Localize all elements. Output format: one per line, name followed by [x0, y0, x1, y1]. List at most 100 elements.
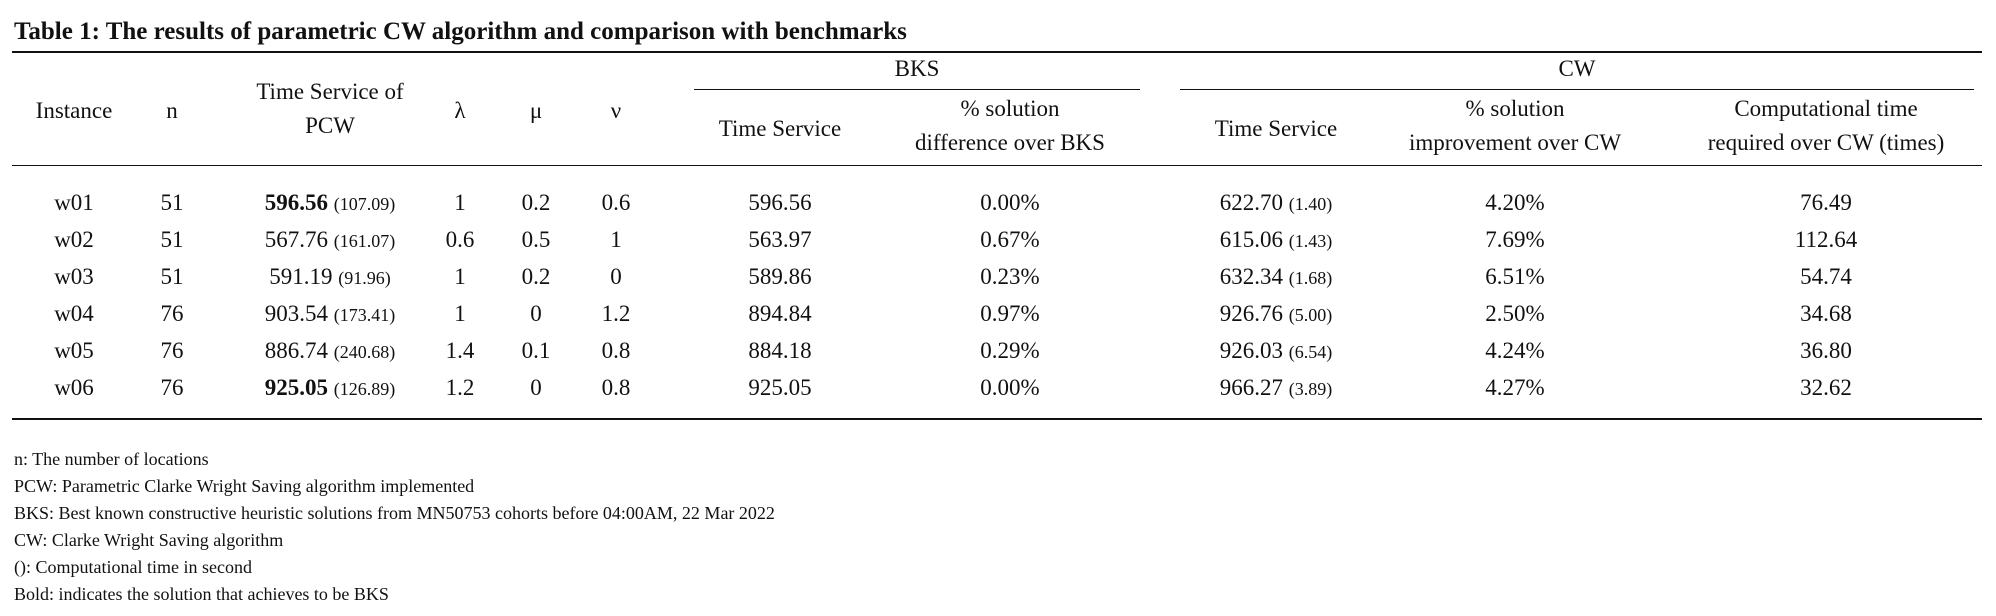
header-bks-diff-line2: difference over BKS [880, 126, 1140, 160]
header-cw-comp-line2: required over CW (times) [1676, 126, 1976, 160]
cell-cw-time: 966.27 (3.89) [1186, 369, 1366, 406]
cell-cw-impr: 7.69% [1380, 221, 1650, 258]
cell-cw-time-value: 615.06 [1220, 227, 1283, 252]
cell-cw-time-value: 632.34 [1220, 264, 1283, 289]
cell-mu-value: 0 [530, 301, 542, 326]
cell-instance: w04 [14, 295, 134, 332]
cell-mu-value: 0.1 [522, 338, 551, 363]
cell-instance: w01 [14, 184, 134, 221]
cell-cw-time: 926.76 (5.00) [1186, 295, 1366, 332]
cell-pcw-value: 567.76 [265, 227, 328, 252]
cell-cw-comp-value: 34.68 [1800, 301, 1852, 326]
cell-n: 76 [150, 369, 194, 406]
cell-cw-time-comp-time: (5.00) [1289, 305, 1333, 325]
cell-n-value: 51 [161, 227, 184, 252]
cell-instance: w02 [14, 221, 134, 258]
cell-pcw: 886.74 (240.68) [210, 332, 450, 369]
cell-pcw-comp-time: (91.96) [338, 268, 391, 288]
cell-cw-time-value: 926.76 [1220, 301, 1283, 326]
cell-cw-comp-value: 54.74 [1800, 264, 1852, 289]
header-cw-comp: Computational time required over CW (tim… [1676, 92, 1976, 160]
cell-n-value: 51 [161, 190, 184, 215]
cell-cw-impr-value: 2.50% [1485, 301, 1544, 326]
cell-mu: 0 [516, 369, 556, 406]
cell-cw-impr: 4.24% [1380, 332, 1650, 369]
cell-nu: 0.8 [596, 332, 636, 369]
cell-nu-value: 0.8 [602, 338, 631, 363]
cell-n: 51 [150, 184, 194, 221]
cell-n: 51 [150, 221, 194, 258]
cell-bks-time: 563.97 [700, 221, 860, 258]
cell-bks-time-value: 589.86 [748, 264, 811, 289]
cell-lambda: 1.2 [440, 369, 480, 406]
cell-bks-diff: 0.00% [880, 369, 1140, 406]
cell-cw-impr-value: 7.69% [1485, 227, 1544, 252]
header-bks-diff-line1: % solution [880, 92, 1140, 126]
cell-pcw-value: 925.05 [265, 375, 328, 400]
table-bottom-rule [12, 418, 1982, 420]
cell-mu: 0 [516, 295, 556, 332]
cell-lambda: 1 [440, 184, 480, 221]
cell-nu-value: 0.8 [602, 375, 631, 400]
header-cw-impr: % solution improvement over CW [1380, 92, 1650, 160]
cell-bks-diff: 0.23% [880, 258, 1140, 295]
group-header-cw: CW [1180, 56, 1974, 82]
header-cw-time: Time Service [1196, 112, 1356, 146]
cell-instance-value: w03 [54, 264, 94, 289]
cell-bks-diff-value: 0.00% [980, 190, 1039, 215]
cell-pcw-comp-time: (107.09) [334, 194, 396, 214]
header-bks-diff: % solution difference over BKS [880, 92, 1140, 160]
cell-cw-comp: 34.68 [1676, 295, 1976, 332]
cell-pcw: 903.54 (173.41) [210, 295, 450, 332]
table-caption: Table 1: The results of parametric CW al… [14, 18, 907, 46]
cell-nu: 0.6 [596, 184, 636, 221]
cell-mu: 0.2 [516, 184, 556, 221]
cell-cw-impr: 4.27% [1380, 369, 1650, 406]
cell-instance-value: w05 [54, 338, 94, 363]
cell-lambda: 1 [440, 295, 480, 332]
table-header-rule [12, 165, 1982, 166]
cell-lambda-value: 1 [454, 301, 466, 326]
cell-instance: w06 [14, 369, 134, 406]
cell-instance: w05 [14, 332, 134, 369]
header-lambda: λ [440, 94, 480, 128]
cell-bks-time-value: 894.84 [748, 301, 811, 326]
cell-n: 76 [150, 295, 194, 332]
cell-instance-value: w01 [54, 190, 94, 215]
cell-cw-time: 926.03 (6.54) [1186, 332, 1366, 369]
cell-cw-comp-value: 36.80 [1800, 338, 1852, 363]
cell-pcw: 567.76 (161.07) [210, 221, 450, 258]
cell-lambda: 1.4 [440, 332, 480, 369]
header-nu: ν [596, 94, 636, 128]
cell-nu: 0.8 [596, 369, 636, 406]
cell-mu-value: 0 [530, 375, 542, 400]
cell-bks-diff: 0.67% [880, 221, 1140, 258]
header-pcw-line2: PCW [210, 109, 450, 143]
header-bks-time: Time Service [700, 112, 860, 146]
group-header-bks: BKS [694, 56, 1140, 82]
cell-cw-comp-value: 32.62 [1800, 375, 1852, 400]
cell-mu-value: 0.2 [522, 190, 551, 215]
table-row: w06 76 925.05 (126.89) 1.2 0 0.8 925.05 0.00% 96… [0, 369, 1996, 406]
header-instance: Instance [14, 94, 134, 128]
table-row: w05 76 886.74 (240.68) 1.4 0.1 0.8 884.18 0.29%… [0, 332, 1996, 369]
cell-lambda-value: 1 [454, 190, 466, 215]
cell-lambda: 1 [440, 258, 480, 295]
cell-bks-time: 925.05 [700, 369, 860, 406]
cell-pcw: 591.19 (91.96) [210, 258, 450, 295]
cell-nu-value: 0 [610, 264, 622, 289]
cell-n-value: 76 [161, 301, 184, 326]
cell-bks-diff: 0.00% [880, 184, 1140, 221]
cell-pcw: 925.05 (126.89) [210, 369, 450, 406]
note-cw: CW: Clarke Wright Saving algorithm [14, 527, 775, 554]
cell-lambda-value: 0.6 [446, 227, 475, 252]
cell-cw-impr: 4.20% [1380, 184, 1650, 221]
header-cw-impr-line2: improvement over CW [1380, 126, 1650, 160]
cell-pcw-value: 903.54 [265, 301, 328, 326]
cell-nu-value: 0.6 [602, 190, 631, 215]
note-bold: Bold: indicates the solution that achiev… [14, 581, 775, 608]
header-pcw-line1: Time Service of [210, 75, 450, 109]
cell-nu: 1.2 [596, 295, 636, 332]
cell-lambda-value: 1.2 [446, 375, 475, 400]
